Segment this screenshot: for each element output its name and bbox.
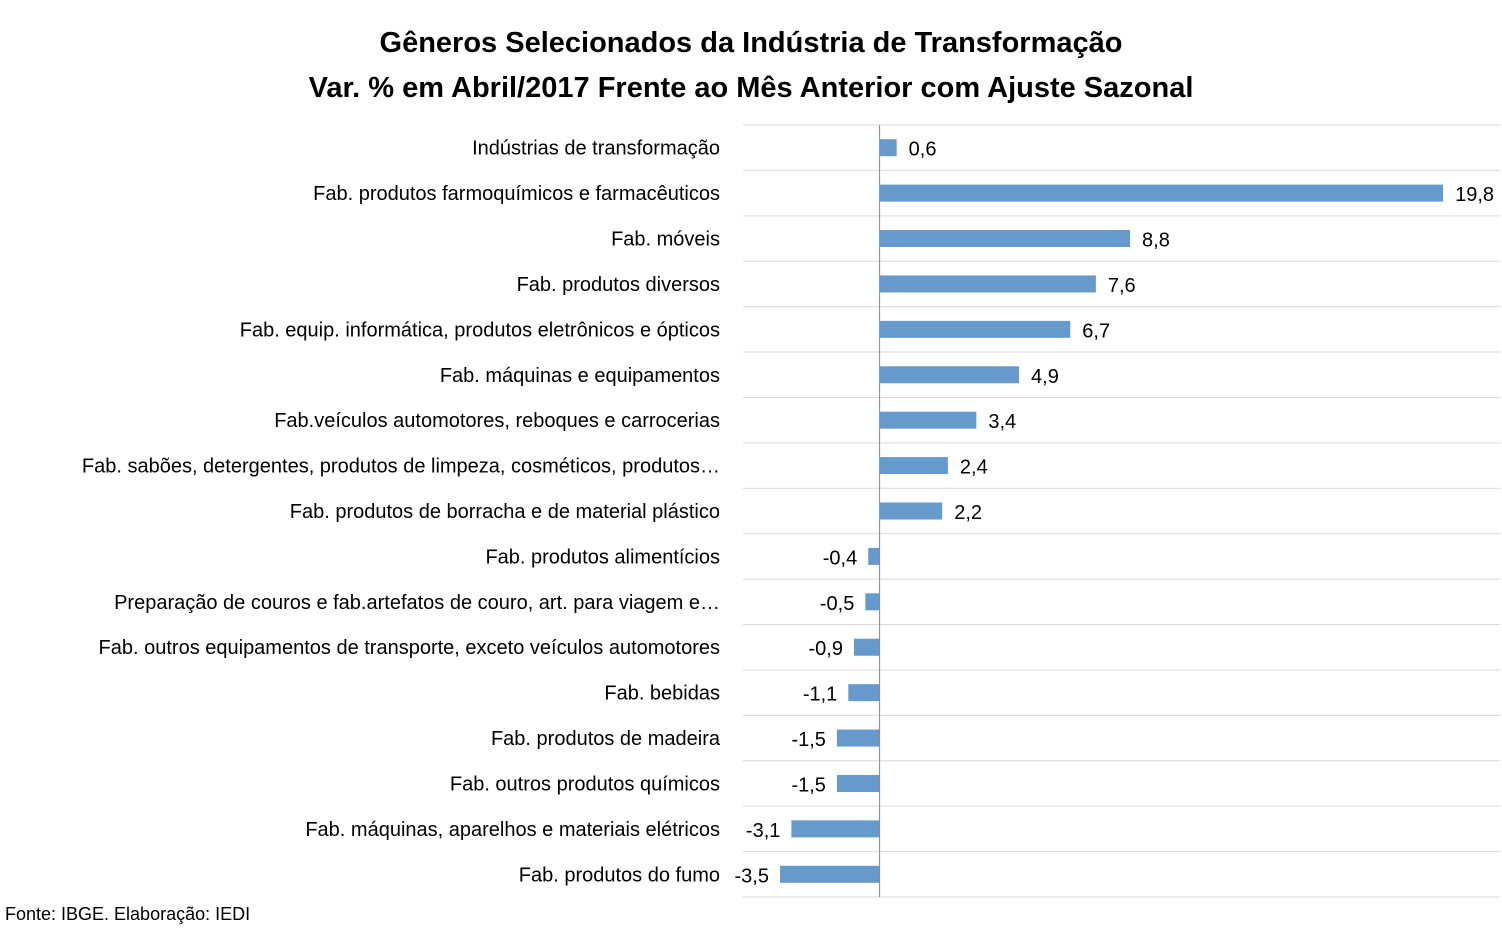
data-label: 7,6 xyxy=(1108,275,1136,297)
bar xyxy=(879,320,1071,338)
category-label: Indústrias de transformação xyxy=(472,138,720,160)
bar xyxy=(836,774,880,792)
data-label: 2,4 xyxy=(960,457,988,479)
bar xyxy=(879,366,1020,384)
data-label: -0,4 xyxy=(823,547,857,569)
category-label: Fab. produtos de borracha e de material … xyxy=(290,501,720,523)
data-label: -3,5 xyxy=(735,865,769,887)
bar xyxy=(879,411,977,429)
data-label: 0,6 xyxy=(909,139,937,161)
data-label: -1,5 xyxy=(791,729,825,751)
category-label: Fab. produtos do fumo xyxy=(519,864,720,886)
category-label: Preparação de couros e fab.artefatos de … xyxy=(114,592,720,614)
data-label: -0,9 xyxy=(809,638,843,660)
category-label: Fab. máquinas, aparelhos e materiais elé… xyxy=(305,819,720,841)
bar xyxy=(879,275,1096,293)
gridlines xyxy=(743,124,1500,898)
category-label: Fab. móveis xyxy=(611,229,720,251)
category-label: Fab. produtos alimentícios xyxy=(485,546,720,568)
data-label: 2,2 xyxy=(954,502,982,524)
category-label: Fab. produtos diversos xyxy=(517,274,720,296)
data-label: 3,4 xyxy=(988,411,1016,433)
data-label: -3,1 xyxy=(746,820,780,842)
data-label: 8,8 xyxy=(1142,230,1170,252)
chart-subtitle: Var. % em Abril/2017 Frente ao Mês Anter… xyxy=(309,72,1194,104)
data-label: 6,7 xyxy=(1082,320,1110,342)
category-label: Fab. produtos farmoquímicos e farmacêuti… xyxy=(313,183,720,205)
chart-title: Gêneros Selecionados da Indústria de Tra… xyxy=(380,27,1123,59)
bar xyxy=(836,729,880,747)
bars xyxy=(779,139,1444,883)
bar xyxy=(868,547,880,565)
data-label: 4,9 xyxy=(1031,366,1059,388)
data-label: -1,1 xyxy=(803,684,837,706)
bar xyxy=(865,593,880,611)
category-label: Fab. produtos de madeira xyxy=(491,728,721,750)
bar xyxy=(879,184,1444,202)
category-label: Fab. sabões, detergentes, produtos de li… xyxy=(82,456,720,478)
bar xyxy=(791,820,880,838)
category-label: Fab. bebidas xyxy=(604,683,720,705)
bar xyxy=(848,684,880,702)
category-label: Fab.veículos automotores, reboques e car… xyxy=(274,410,720,432)
category-label: Fab. máquinas e equipamentos xyxy=(440,365,720,387)
category-label: Fab. outros equipamentos de transporte, … xyxy=(99,637,720,659)
category-label: Fab. equip. informática, produtos eletrô… xyxy=(240,319,720,341)
data-label: -1,5 xyxy=(791,774,825,796)
bar xyxy=(853,638,880,656)
category-label: Fab. outros produtos químicos xyxy=(450,773,720,795)
bar xyxy=(879,139,897,157)
source-note: Fonte: IBGE. Elaboração: IEDI xyxy=(5,904,250,924)
bar xyxy=(879,457,948,475)
data-label: -0,5 xyxy=(820,593,854,615)
bar xyxy=(879,230,1131,248)
data-label: 19,8 xyxy=(1455,184,1494,206)
bar xyxy=(779,865,880,883)
bar xyxy=(879,502,943,520)
data-labels: 0,6 19,8 8,8 7,6 6,7 4,9 3,4 2,4 2,2 -0,4 -0,5 -0,9… xyxy=(735,139,1494,888)
category-labels: Indústrias de transformação Fab. produtos… xyxy=(82,138,721,887)
